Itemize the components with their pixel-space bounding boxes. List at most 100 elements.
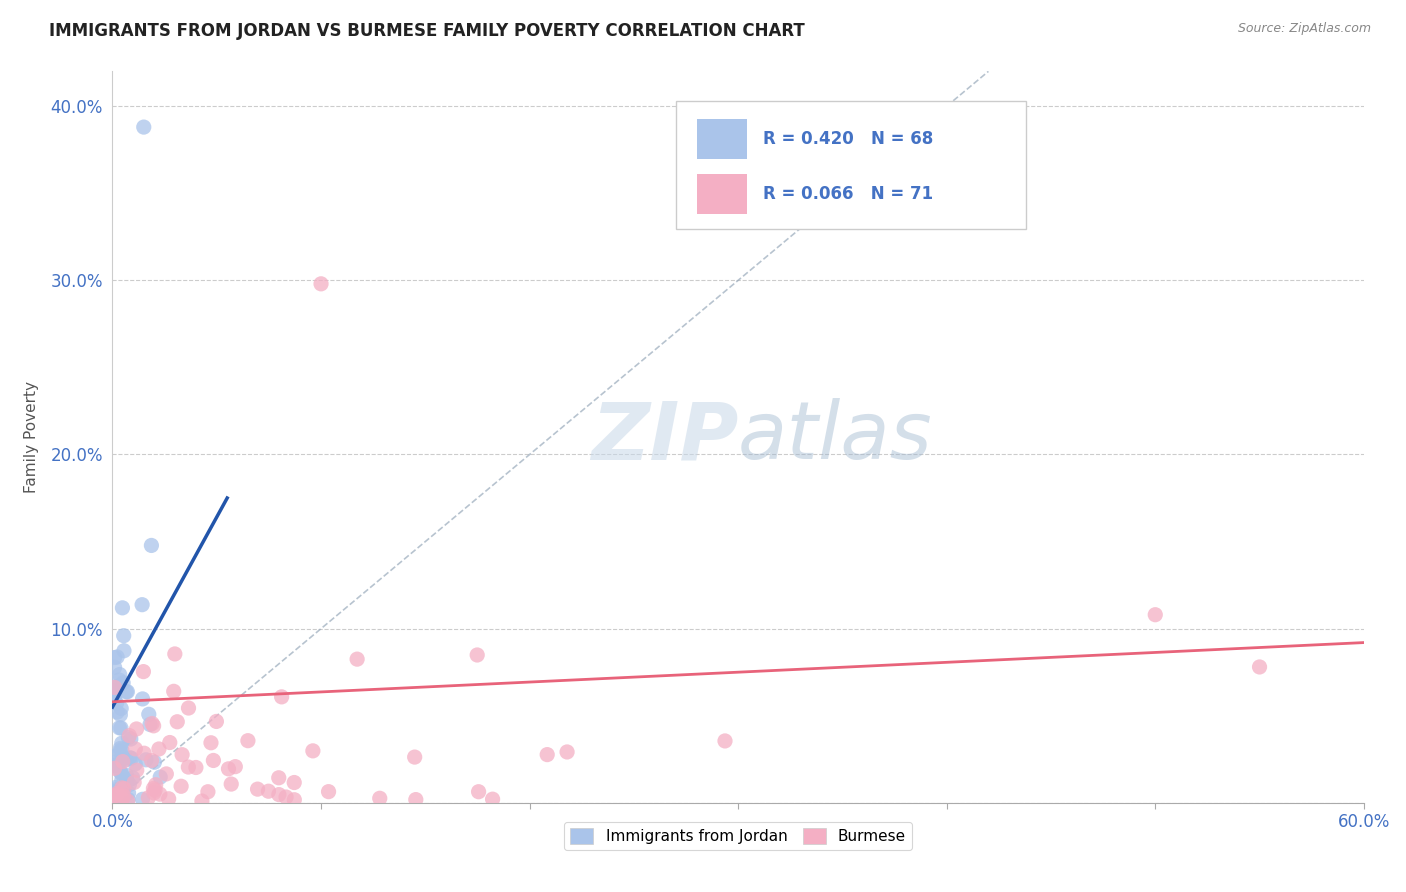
- Point: [112, 629, 135, 643]
- Point: [157, 791, 180, 805]
- Point: [115, 773, 138, 788]
- Point: [163, 684, 186, 698]
- Point: [184, 760, 207, 774]
- Point: [141, 716, 163, 731]
- Point: [346, 652, 368, 666]
- Point: [104, 780, 127, 795]
- FancyBboxPatch shape: [675, 101, 1026, 228]
- Point: [481, 792, 503, 806]
- Bar: [697, 174, 747, 214]
- Y-axis label: Family Poverty: Family Poverty: [24, 381, 39, 493]
- Point: [117, 731, 139, 745]
- Point: [142, 781, 165, 796]
- Point: [111, 752, 134, 766]
- Point: [143, 756, 166, 770]
- Bar: [697, 119, 747, 159]
- Point: [105, 786, 128, 800]
- Point: [155, 767, 177, 781]
- Point: [108, 786, 131, 800]
- Point: [138, 707, 160, 722]
- Point: [112, 789, 135, 803]
- Point: [111, 773, 134, 788]
- Point: [309, 277, 332, 291]
- Point: [104, 685, 127, 699]
- Point: [132, 120, 155, 134]
- Point: [139, 717, 162, 731]
- Point: [143, 783, 166, 797]
- Point: [274, 790, 297, 805]
- Point: [246, 782, 269, 797]
- Point: [536, 747, 558, 762]
- Point: [103, 690, 125, 704]
- Point: [257, 784, 280, 798]
- Point: [108, 792, 131, 806]
- Point: [108, 782, 131, 797]
- Point: [103, 650, 125, 665]
- Point: [134, 746, 156, 760]
- Point: [115, 768, 138, 782]
- Point: [122, 775, 145, 789]
- Text: R = 0.066   N = 71: R = 0.066 N = 71: [763, 186, 934, 203]
- Point: [131, 692, 153, 706]
- Point: [467, 785, 489, 799]
- Point: [465, 648, 488, 662]
- Point: [103, 690, 125, 705]
- Point: [200, 736, 222, 750]
- Point: [112, 676, 135, 690]
- Point: [405, 792, 427, 806]
- Point: [270, 690, 292, 704]
- Point: [111, 600, 134, 615]
- Point: [159, 735, 181, 749]
- Point: [104, 785, 127, 799]
- Point: [125, 763, 148, 777]
- Point: [117, 786, 139, 800]
- Point: [177, 701, 200, 715]
- Point: [103, 789, 125, 803]
- Point: [148, 742, 170, 756]
- Point: [170, 779, 193, 793]
- Point: [318, 784, 340, 798]
- Point: [120, 751, 142, 765]
- Point: [107, 790, 129, 805]
- Point: [131, 792, 153, 806]
- Point: [124, 756, 146, 771]
- Point: [142, 786, 165, 800]
- Point: [108, 673, 131, 687]
- Point: [141, 538, 163, 552]
- Point: [267, 771, 290, 785]
- Text: Source: ZipAtlas.com: Source: ZipAtlas.com: [1237, 22, 1371, 36]
- Point: [124, 742, 146, 756]
- Point: [197, 785, 219, 799]
- Point: [115, 685, 138, 699]
- Point: [118, 778, 141, 792]
- Point: [1249, 660, 1271, 674]
- Point: [110, 766, 132, 780]
- Point: [107, 792, 129, 806]
- Point: [131, 598, 153, 612]
- Point: [103, 758, 125, 772]
- Point: [103, 749, 125, 764]
- Point: [111, 780, 134, 795]
- Text: R = 0.420   N = 68: R = 0.420 N = 68: [763, 129, 934, 148]
- Point: [117, 792, 139, 806]
- Point: [110, 707, 132, 722]
- Point: [149, 787, 172, 801]
- Point: [117, 684, 139, 698]
- Point: [115, 752, 138, 766]
- Point: [105, 696, 128, 710]
- Point: [108, 741, 131, 756]
- Point: [105, 786, 128, 800]
- Point: [105, 755, 128, 769]
- Point: [108, 667, 131, 681]
- Point: [118, 729, 141, 743]
- Point: [103, 660, 125, 674]
- Point: [1144, 607, 1167, 622]
- Point: [111, 792, 134, 806]
- Point: [104, 683, 127, 698]
- Point: [205, 714, 228, 729]
- Point: [105, 705, 128, 719]
- Text: atlas: atlas: [738, 398, 934, 476]
- Point: [202, 754, 225, 768]
- Point: [112, 644, 135, 658]
- Point: [108, 744, 131, 758]
